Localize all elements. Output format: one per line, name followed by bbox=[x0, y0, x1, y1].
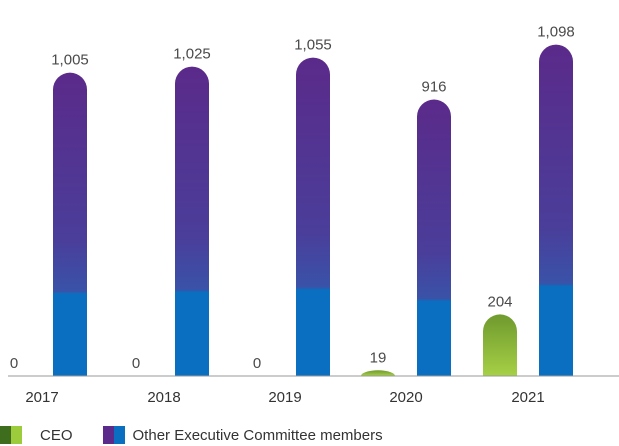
legend: CEO Other Executive Committee members bbox=[0, 424, 413, 446]
ceo-value-label-2019: 0 bbox=[253, 355, 261, 372]
other-value-label-2018: 1,025 bbox=[173, 46, 211, 63]
ceo-bar-2020 bbox=[361, 370, 395, 376]
ceo-value-label-2017: 0 bbox=[10, 355, 18, 372]
other-bar-2019 bbox=[296, 57, 330, 376]
x-tick-label-2021: 2021 bbox=[511, 389, 544, 406]
other-value-label-2019: 1,055 bbox=[294, 37, 332, 54]
legend-item-ceo: CEO bbox=[0, 426, 73, 444]
ceo-bar-2021 bbox=[483, 314, 517, 376]
ceo-value-label-2018: 0 bbox=[132, 355, 140, 372]
other-value-label-2021: 1,098 bbox=[537, 24, 575, 41]
bar-chart: 0 0 0 19 204 1,005 1,025 1,055 916 1,098 2017 2018 2… bbox=[8, 24, 619, 406]
ceo-value-label-2020: 19 bbox=[370, 349, 387, 366]
legend-swatch-ceo bbox=[0, 426, 22, 444]
x-tick-label-2019: 2019 bbox=[268, 389, 301, 406]
other-bar-2017 bbox=[53, 72, 87, 376]
legend-label-ceo: CEO bbox=[40, 426, 73, 444]
x-tick-label-2020: 2020 bbox=[389, 389, 422, 406]
ceo-value-label-2021: 204 bbox=[487, 293, 512, 310]
other-bar-2020 bbox=[417, 99, 451, 376]
other-bar-2018 bbox=[175, 66, 209, 377]
x-tick-label-2017: 2017 bbox=[25, 389, 58, 406]
legend-item-other: Other Executive Committee members bbox=[102, 426, 383, 444]
other-bar-2021 bbox=[539, 44, 573, 376]
other-value-label-2020: 916 bbox=[421, 79, 446, 96]
other-value-label-2017: 1,005 bbox=[51, 52, 89, 69]
legend-label-other: Other Executive Committee members bbox=[132, 426, 383, 444]
x-tick-label-2018: 2018 bbox=[147, 389, 180, 406]
legend-swatch-other bbox=[102, 426, 125, 444]
